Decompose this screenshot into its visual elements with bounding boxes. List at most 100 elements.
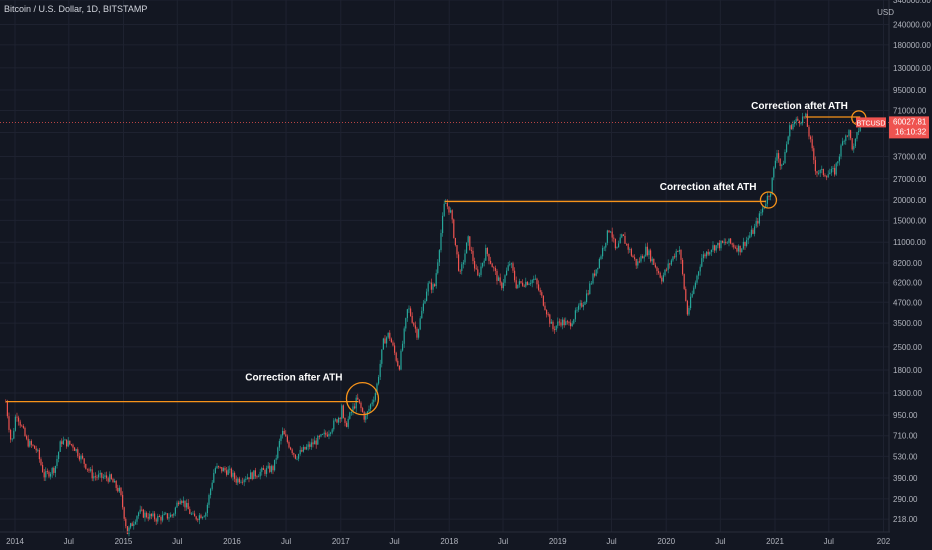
correction-circle [759,191,778,209]
grid-lines [0,0,889,532]
candle-body [755,221,757,227]
candle-body [843,140,845,142]
candle-body [720,240,722,249]
candle-body [374,393,376,400]
candle-body [465,242,468,254]
price-tick-label: 1300.00 [893,389,922,398]
candle-body [176,502,178,508]
candle-body [161,515,164,521]
candle-body [469,236,471,250]
candle-body [641,256,644,259]
candle-body [702,254,704,259]
candle-body [838,156,840,162]
candle-body [798,120,800,124]
symbol-header[interactable]: Bitcoin / U.S. Dollar, 1D, BITSTAMP [4,4,148,14]
price-tick-label: 218.00 [893,515,918,524]
candle-body [389,332,391,339]
candle-body [808,126,810,137]
candle-body [569,322,572,327]
candle-body [657,271,660,273]
candle-body [352,406,354,413]
candle-body [800,123,802,124]
time-tick-label: 2016 [223,537,241,546]
candle-body [619,237,621,244]
candle-body [592,273,594,284]
candle-body [750,229,752,236]
candle-body [222,468,224,472]
candle-body [448,206,450,213]
candle-body [126,526,128,534]
candle-body [200,515,202,519]
candle-body [491,263,493,268]
candle-body [501,282,503,289]
current-price-label: 60027.81 [893,117,927,126]
candle-body [694,282,696,288]
candle-body [150,513,152,517]
candle-body [145,512,148,518]
candle-body [118,487,120,492]
candle-body [457,254,460,271]
candle-body [752,229,754,234]
candle-body [181,501,183,503]
candle-body [147,517,149,519]
candle-body [536,278,538,285]
candle-body [198,515,200,521]
candle-body [486,247,488,254]
price-axis-currency: USD [877,8,894,17]
candle-body [35,448,37,451]
candle-body [264,469,266,474]
candle-body [433,284,436,287]
candle-body [854,138,856,147]
candle-body [9,429,12,440]
candle-body [734,247,736,249]
candle-body [345,422,348,427]
candle-body [419,318,421,330]
candle-body [689,296,692,309]
candle-body [669,263,671,265]
candle-body [173,513,175,516]
candle-body [261,468,263,472]
candle-body [829,172,831,175]
candle-body [49,473,52,477]
candle-body [629,249,631,250]
candle-body [616,247,618,249]
candle-body [157,516,159,522]
candle-body [137,512,140,517]
candle-body [622,234,624,236]
time-axis[interactable]: 2014 Jul 2015 Jul 2016 Jul 2017 Jul 2018 Jul 2019 J… [6,537,891,546]
candle-body [342,405,344,418]
candle-body [638,261,640,263]
candle-body [329,432,332,434]
candle-body [25,436,28,439]
candle-body [357,397,359,400]
candle-body [288,441,290,448]
candle-body [267,465,269,469]
candle-body [553,329,556,331]
candle-body [705,251,708,257]
candle-body [104,475,106,477]
candle-body [160,516,162,521]
candle-body [416,328,418,338]
candle-body [581,303,583,307]
candle-body [238,478,240,483]
candle-body [405,318,407,329]
candle-body [605,242,607,248]
candle-body [523,285,525,287]
price-tick-label: 71000.00 [893,107,927,116]
candle-body [659,272,661,278]
candle-body [339,417,341,420]
candle-body [320,434,322,437]
candle-body [531,279,533,284]
candle-body [595,269,597,276]
candle-body [696,275,698,283]
candle-body [480,266,482,276]
candle-body [136,516,138,522]
candle-body [377,376,380,384]
candle-body [568,321,570,323]
candle-body [741,248,743,253]
candle-body [371,402,373,405]
candle-body [341,405,343,420]
candle-body [189,509,191,514]
